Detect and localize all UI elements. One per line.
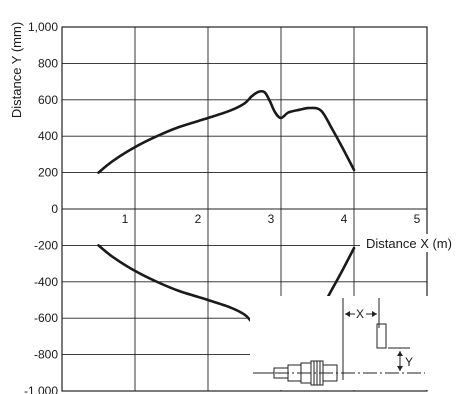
x-tick-label: 3 — [268, 212, 275, 226]
y-tick-label: -1,000 — [24, 384, 58, 394]
x-tick-label: 2 — [195, 212, 202, 226]
series-line-upper — [99, 91, 355, 172]
y-tick-label: 600 — [38, 93, 58, 107]
y-axis-title: Distance Y (mm) — [9, 22, 24, 118]
x-tick-label: 5 — [414, 212, 421, 226]
y-tick-label: 0 — [51, 202, 58, 216]
y-tick-label: -200 — [34, 238, 58, 252]
y-tick-label: -600 — [34, 311, 58, 325]
y-tick-label: 400 — [38, 129, 58, 143]
x-tick-label: 4 — [341, 212, 348, 226]
inset-y-label: Y — [405, 355, 413, 369]
x-tick-label: 1 — [122, 212, 129, 226]
inset-x-label: X — [356, 307, 364, 321]
x-axis-title: Distance X (m) — [366, 236, 452, 251]
y-tick-label: 200 — [38, 166, 58, 180]
y-tick-label: -800 — [34, 348, 58, 362]
y-tick-label: 1,000 — [28, 20, 58, 34]
y-tick-label: 800 — [38, 56, 58, 70]
x-axis-title-group: Distance X (m) — [360, 234, 472, 252]
y-tick-label: -400 — [34, 275, 58, 289]
sensor-diagram: X Y — [250, 296, 428, 390]
